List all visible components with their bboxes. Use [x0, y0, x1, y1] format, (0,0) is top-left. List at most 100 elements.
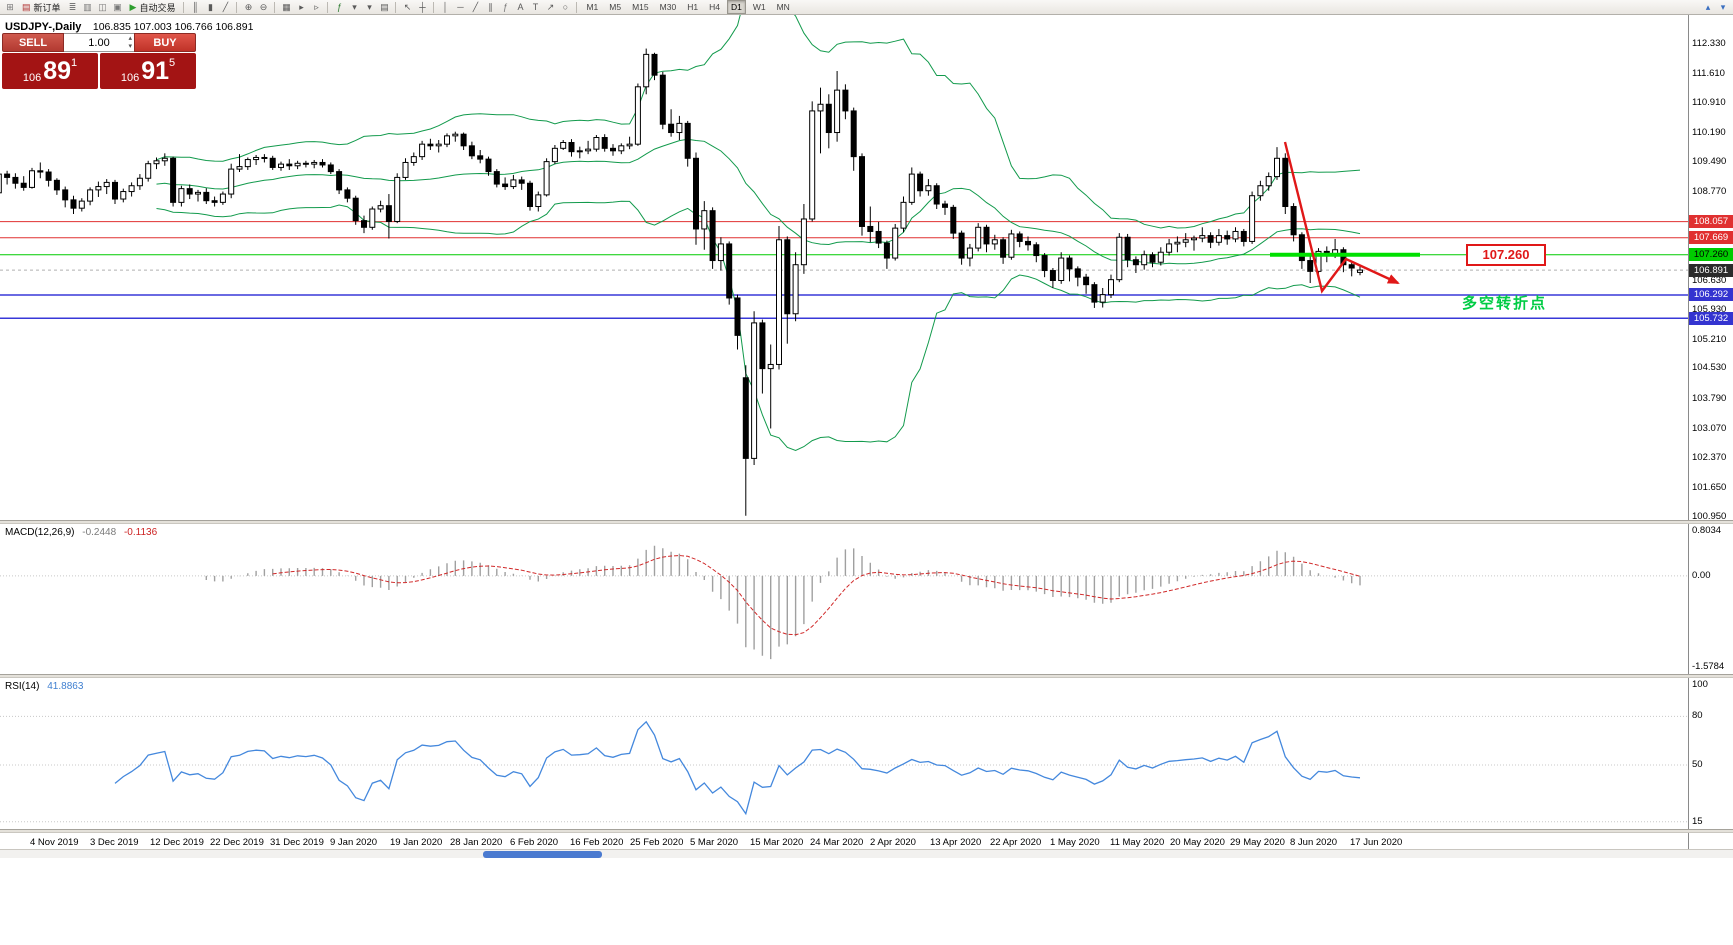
text-label-icon[interactable]: T	[532, 1, 539, 12]
macd-title: MACD(12,26,9)	[5, 527, 75, 538]
new-chart-icon[interactable]: ⊞	[6, 1, 14, 12]
date-axis-label: 3 Dec 2019	[90, 837, 139, 848]
price-axis-label: 108.770	[1692, 185, 1727, 197]
price-callout-label[interactable]: 107.260	[1466, 244, 1546, 266]
trend-arrow[interactable]	[1283, 141, 1400, 294]
toolbar-separator	[327, 1, 329, 13]
volume-decrease-icon[interactable]: ▾	[128, 43, 132, 50]
price-axis-label: 100.950	[1692, 511, 1727, 522]
price-level-label: 107.260	[1689, 248, 1733, 262]
price-axis-label: 105.210	[1692, 333, 1727, 345]
pivot-annotation-text[interactable]: 多空转折点	[1462, 295, 1548, 312]
date-axis-label: 5 Mar 2020	[690, 837, 739, 848]
auto-trading-button[interactable]: ▶ 自动交易	[126, 1, 180, 14]
toolbar-separator	[576, 1, 578, 13]
scrollbar-thumb[interactable]	[483, 851, 602, 858]
crosshair-icon[interactable]: ┼	[419, 1, 426, 12]
date-axis-label: 2 Apr 2020	[870, 837, 916, 848]
price-level-label: 108.057	[1689, 215, 1733, 229]
shapes-icon[interactable]: ○	[562, 1, 569, 12]
price-axis-label: 111.610	[1692, 67, 1725, 79]
sell-button[interactable]: SELL	[2, 33, 64, 52]
zoom-out-icon[interactable]: ⊖	[259, 1, 268, 12]
line-chart-icon[interactable]: ╱	[222, 1, 229, 12]
panel-separator[interactable]	[0, 520, 1733, 524]
price-level-label: 107.669	[1689, 231, 1733, 245]
zoom-in-icon[interactable]: ⊕	[244, 1, 253, 12]
horizontal-scrollbar[interactable]	[0, 849, 1733, 858]
buy-button[interactable]: BUY	[134, 33, 196, 52]
rsi-axis-label: 80	[1692, 710, 1703, 722]
vertical-line-icon[interactable]: │	[442, 1, 449, 12]
date-axis-label: 8 Jun 2020	[1290, 837, 1338, 848]
navigator-icon[interactable]: ◫	[98, 1, 107, 12]
auto-scroll-icon[interactable]: ▸	[299, 1, 304, 12]
timeframe-button-h1[interactable]: H1	[687, 2, 699, 12]
macd-axis-label: 0.00	[1692, 569, 1711, 581]
volume-input[interactable]: 1.00 ▴ ▾	[64, 33, 134, 52]
indicators-icon[interactable]: ƒ	[336, 1, 342, 12]
new-order-button-label: 新订单	[33, 2, 61, 13]
bid-pip-digit: 1	[71, 57, 78, 69]
price-axis-label: 110.910	[1692, 97, 1726, 109]
date-axis-label: 28 Jan 2020	[450, 837, 503, 848]
periods-dropdown-icon[interactable]: ▾	[367, 1, 372, 12]
price-axis-label: 101.650	[1692, 481, 1727, 493]
new-order-icon: ▤	[22, 1, 31, 12]
timeframe-button-d1[interactable]: D1	[726, 0, 746, 14]
panel-separator[interactable]	[0, 829, 1733, 833]
date-axis-label: 29 May 2020	[1230, 837, 1285, 848]
equidistant-channel-icon[interactable]: ∥	[488, 1, 493, 12]
timeframe-button-w1[interactable]: W1	[752, 2, 766, 12]
horizontal-line-icon[interactable]: ─	[457, 1, 464, 12]
new-order-button[interactable]: ▤ 新订单	[18, 1, 65, 14]
macd-main-value: -0.2448	[82, 527, 117, 538]
bar-chart-icon[interactable]: ║	[192, 1, 199, 12]
bid-big-digits: 89	[43, 57, 72, 85]
macd-signal-line	[272, 554, 1361, 636]
toolbar-overflow-down-icon[interactable]: ▾	[1720, 1, 1726, 12]
arrows-icon[interactable]: ↗	[546, 1, 555, 12]
auto-trading-play-icon: ▶	[129, 1, 137, 12]
indicators-dropdown-icon[interactable]: ▾	[352, 1, 357, 12]
rsi-line	[114, 720, 1361, 816]
date-axis-label: 31 Dec 2019	[270, 837, 324, 848]
ask-price-display[interactable]: 106 91 5	[100, 53, 196, 89]
timeframe-button-m30[interactable]: M30	[659, 2, 677, 12]
templates-icon[interactable]: ▤	[380, 1, 389, 12]
date-axis-label: 22 Apr 2020	[990, 837, 1042, 848]
terminal-icon[interactable]: ▣	[113, 1, 122, 12]
toolbar-overflow-up-icon[interactable]: ▴	[1705, 1, 1711, 12]
timeframe-button-h4[interactable]: H4	[709, 2, 720, 12]
volume-increase-icon[interactable]: ▴	[128, 35, 132, 42]
macd-signal-value: -0.1136	[123, 527, 158, 538]
price-axis-label: 104.530	[1692, 362, 1727, 374]
date-axis-label: 11 May 2020	[1110, 837, 1165, 848]
timeframe-button-mn[interactable]: MN	[776, 2, 790, 12]
candlestick-chart-icon[interactable]: ▮	[207, 1, 213, 12]
bid-price-display[interactable]: 106 89 1	[2, 53, 98, 89]
market-watch-icon[interactable]: ≣	[68, 1, 77, 12]
panel-separator[interactable]	[0, 674, 1733, 678]
date-axis-label: 15 Mar 2020	[750, 837, 804, 848]
toolbar-separator	[274, 1, 276, 13]
price-axis-label: 103.070	[1692, 422, 1727, 434]
chart-shift-icon[interactable]: ▹	[314, 1, 319, 12]
text-icon[interactable]: A	[517, 1, 524, 12]
rsi-title: RSI(14)	[5, 681, 40, 692]
trendline-icon[interactable]: ╱	[472, 1, 479, 12]
date-axis-label: 1 May 2020	[1050, 837, 1100, 848]
one-click-trade-panel: SELL 1.00 ▴ ▾ BUY 106 89 1 106 91 5	[2, 33, 196, 89]
timeframe-button-m15[interactable]: M15	[632, 2, 649, 12]
cursor-icon[interactable]: ↖	[403, 1, 412, 12]
fibonacci-retracement-icon[interactable]: ƒ	[502, 1, 508, 12]
date-axis-label: 22 Dec 2019	[210, 837, 264, 848]
macd-panel-label: MACD(12,26,9) -0.2448 -0.1136	[5, 527, 157, 538]
toolbar-separator	[395, 1, 397, 13]
price-axis-label: 112.330	[1692, 38, 1726, 49]
data-window-icon[interactable]: ▥	[83, 1, 92, 12]
tile-windows-icon[interactable]: ▦	[282, 1, 291, 12]
timeframe-button-m5[interactable]: M5	[609, 2, 622, 12]
timeframe-button-m1[interactable]: M1	[586, 2, 599, 12]
